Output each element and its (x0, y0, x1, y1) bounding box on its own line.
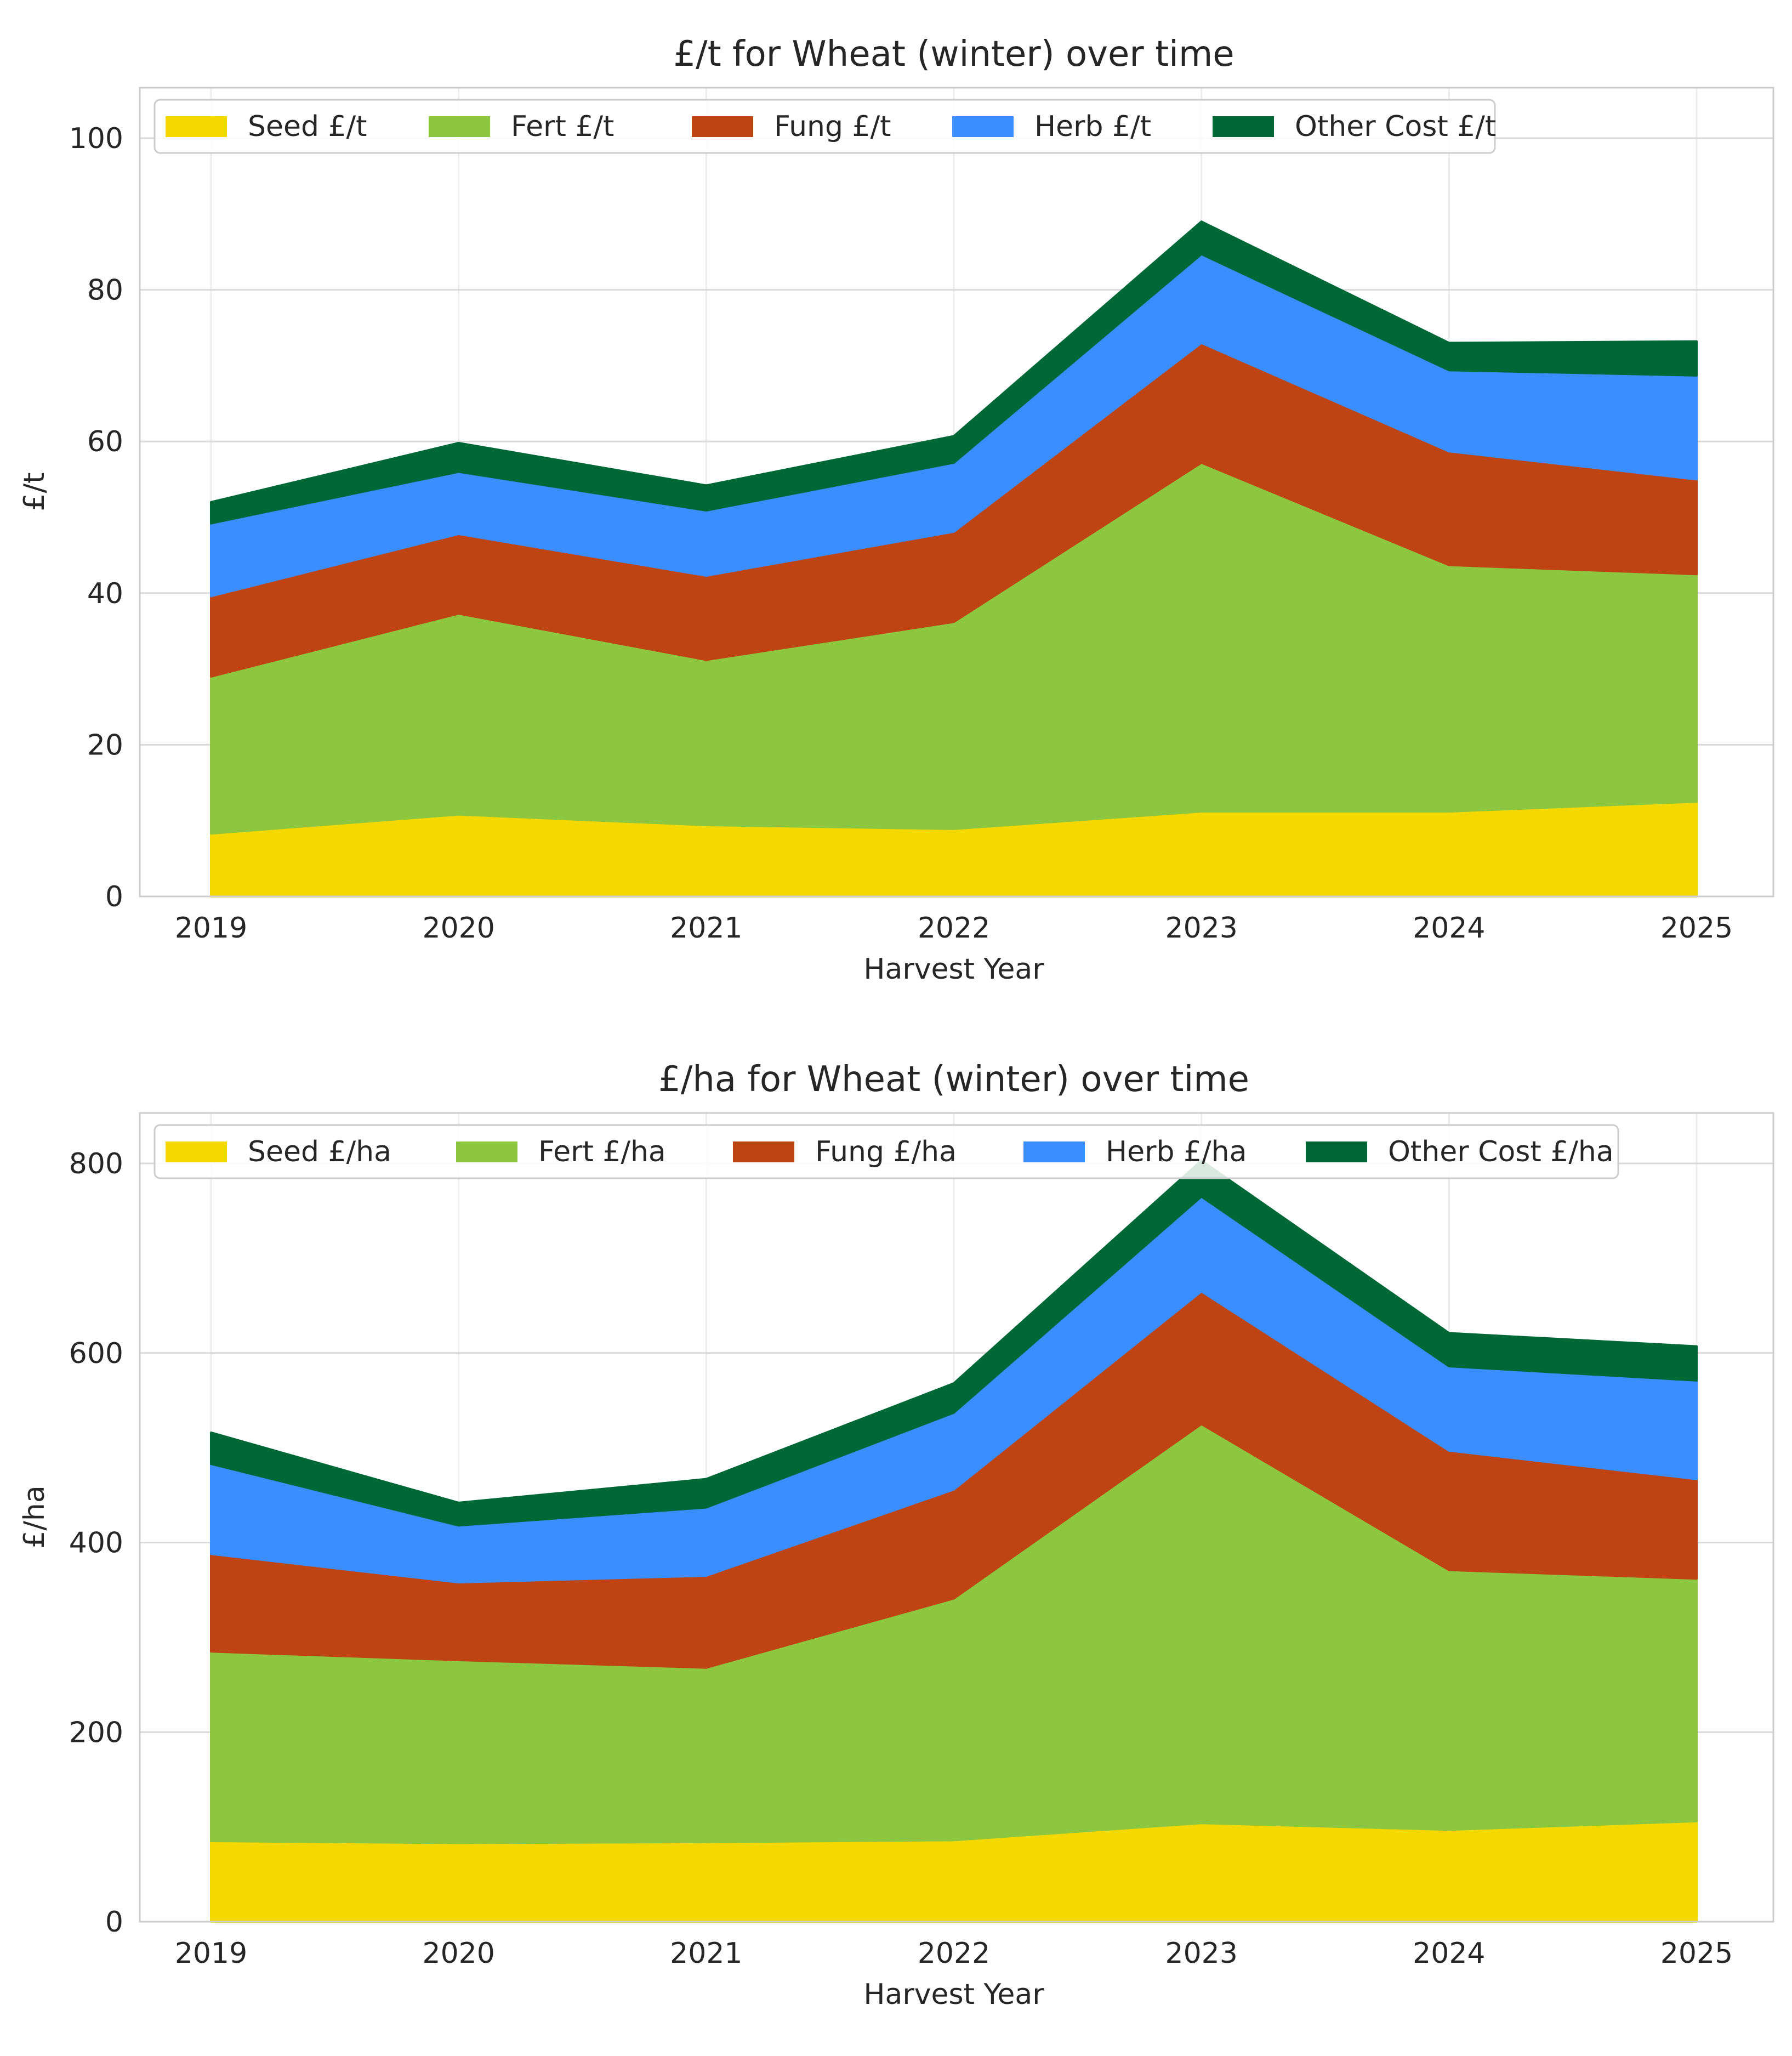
area-other (210, 1159, 1698, 1527)
legend-item-seed: Seed £/ha (166, 1135, 391, 1168)
legend-label: Seed £/t (248, 110, 367, 143)
x-tick-label: 2020 (422, 912, 494, 945)
chart-title: £/ha for Wheat (winter) over time (658, 1059, 1249, 1100)
legend-label: Other Cost £/t (1295, 110, 1496, 143)
x-tick-label: 2021 (670, 912, 742, 945)
legend-item-other: Other Cost £/ha (1306, 1135, 1614, 1168)
legend-item-fert: Fert £/t (429, 110, 614, 143)
legend-label: Fung £/ha (815, 1135, 957, 1168)
legend-swatch (1306, 1141, 1367, 1162)
legend-item-fung: Fung £/t (692, 110, 891, 143)
legend-label: Fert £/t (511, 110, 614, 143)
plot-frame (139, 1112, 1774, 1923)
y-tick-label: 80 (87, 274, 123, 307)
y-axis-ticks: 0 20 40 60 80 100 (69, 122, 123, 913)
x-axis-ticks: 2019 2020 2021 2022 2023 2024 2025 (175, 1937, 1733, 1970)
x-tick-label: 2021 (670, 1937, 742, 1970)
legend-swatch (456, 1141, 517, 1162)
x-tick-label: 2022 (918, 1937, 990, 1970)
x-tick-label: 2023 (1165, 912, 1237, 945)
legend-label: Other Cost £/ha (1388, 1135, 1614, 1168)
legend-item-fung: Fung £/ha (733, 1135, 957, 1168)
legend-item-herb: Herb £/t (952, 110, 1151, 143)
x-tick-label: 2025 (1660, 912, 1733, 945)
y-tick-label: 40 (87, 577, 123, 610)
y-tick-label: 600 (69, 1337, 123, 1370)
y-axis-ticks: 0 200 400 600 800 (69, 1148, 123, 1939)
x-tick-label: 2019 (175, 1937, 247, 1970)
y-tick-label: 0 (105, 1906, 123, 1939)
y-tick-label: 0 (105, 881, 123, 913)
y-tick-label: 400 (69, 1527, 123, 1560)
legend-swatch (1213, 116, 1274, 137)
legend-swatch (1023, 1141, 1085, 1162)
legend-swatch (429, 116, 490, 137)
y-axis-label: £/ha (18, 1485, 51, 1548)
x-tick-label: 2020 (422, 1937, 494, 1970)
chart-title: £/t for Wheat (winter) over time (673, 34, 1234, 75)
y-tick-label: 60 (87, 425, 123, 458)
y-axis-label: £/t (18, 473, 51, 512)
legend-label: Fert £/ha (538, 1135, 666, 1168)
legend: Seed £/t Fert £/t Fung £/t Herb £/t Other Co… (153, 99, 1496, 154)
x-axis-ticks: 2019 2020 2021 2022 2023 2024 2025 (175, 912, 1733, 945)
stacked-areas (210, 220, 1698, 898)
y-tick-label: 100 (69, 122, 123, 155)
y-tick-label: 200 (69, 1716, 123, 1749)
legend-swatch (733, 1141, 794, 1162)
legend-label: Herb £/ha (1106, 1135, 1247, 1168)
legend-item-other: Other Cost £/t (1213, 110, 1496, 143)
x-axis-label: Harvest Year (863, 953, 1044, 986)
legend-item-fert: Fert £/ha (456, 1135, 666, 1168)
legend-swatch (692, 116, 753, 137)
chart-cost-per-tonne: £/t for Wheat (winter) over time 0 20 40 60… (18, 34, 1774, 986)
chart-cost-per-hectare: £/ha for Wheat (winter) over time 0 200 40… (18, 1059, 1774, 2011)
legend-label: Fung £/t (774, 110, 891, 143)
legend-label: Seed £/ha (248, 1135, 391, 1168)
legend-box (153, 1124, 1619, 1179)
x-tick-label: 2024 (1413, 1937, 1485, 1970)
legend-item-herb: Herb £/ha (1023, 1135, 1247, 1168)
x-tick-label: 2022 (918, 912, 990, 945)
x-tick-label: 2019 (175, 912, 247, 945)
stacked-areas (210, 1159, 1698, 1923)
plot-frame (139, 87, 1774, 898)
y-tick-label: 20 (87, 729, 123, 762)
x-axis-label: Harvest Year (863, 1978, 1044, 2011)
x-tick-label: 2025 (1660, 1937, 1733, 1970)
legend-item-seed: Seed £/t (166, 110, 367, 143)
legend-swatch (952, 116, 1014, 137)
area-other (210, 220, 1698, 525)
legend: Seed £/ha Fert £/ha Fung £/ha Herb £/ha Othe… (153, 1124, 1619, 1179)
legend-label: Herb £/t (1034, 110, 1151, 143)
legend-box (153, 99, 1496, 154)
legend-swatch (166, 1141, 227, 1162)
legend-swatch (166, 116, 227, 137)
x-tick-label: 2024 (1413, 912, 1485, 945)
x-tick-label: 2023 (1165, 1937, 1237, 1970)
y-tick-label: 800 (69, 1148, 123, 1180)
